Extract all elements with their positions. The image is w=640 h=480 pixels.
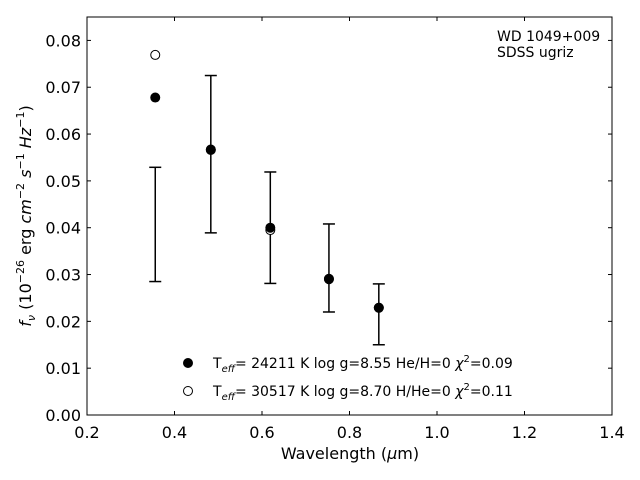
x-tick-label: 1.4 [599, 423, 624, 442]
error-bars [149, 74, 385, 346]
legend: Teff= 24211 K log g=8.55 He/H=0 χ2=0.09 … [183, 354, 513, 403]
x-tick-label: 0.2 [74, 423, 99, 442]
model-point-filled [323, 274, 334, 285]
data-markers [150, 49, 384, 313]
y-tick-label: 0.05 [45, 172, 81, 191]
legend-entry-2: Teff= 30517 K log g=8.70 H/He=0 χ2=0.11 [212, 382, 513, 403]
y-tick-label: 0.04 [45, 219, 81, 238]
x-tick-label: 0.4 [162, 423, 187, 442]
y-tick-label: 0.08 [45, 31, 81, 50]
model-point-filled [205, 144, 216, 155]
y-tick-label: 0.06 [45, 125, 81, 144]
legend-marker-filled [183, 358, 193, 368]
x-tick-label: 1.0 [424, 423, 449, 442]
y-tick-label: 0.02 [45, 312, 81, 331]
y-tick-label: 0.01 [45, 359, 81, 378]
x-tick-label: 1.2 [512, 423, 537, 442]
legend-marker-open [183, 386, 193, 396]
y-tick-label: 0.07 [45, 78, 81, 97]
x-tick-label: 0.8 [337, 423, 362, 442]
model-point-filled [265, 222, 276, 233]
y-axis-title: fν (10−26 erg cm−2 s−1 Hz−1) [14, 105, 38, 326]
model-point-filled [373, 302, 384, 313]
model-point-open [150, 49, 161, 60]
axis-ticks: 0.2 0.4 0.6 0.8 1.0 1.2 1.4 0.00 0.01 0.02 0.03 0.0… [45, 17, 625, 442]
x-axis-title: Wavelength (μm) [281, 444, 419, 463]
annotation-line-1: WD 1049+009 [497, 29, 600, 45]
y-tick-label: 0.03 [45, 266, 81, 285]
annotation-line-2: SDSS ugriz [497, 45, 574, 61]
y-tick-label: 0.00 [45, 406, 81, 425]
legend-entry-1: Teff= 24211 K log g=8.55 He/H=0 χ2=0.09 [212, 354, 513, 375]
model-point-filled [150, 92, 161, 103]
x-tick-label: 0.6 [249, 423, 274, 442]
